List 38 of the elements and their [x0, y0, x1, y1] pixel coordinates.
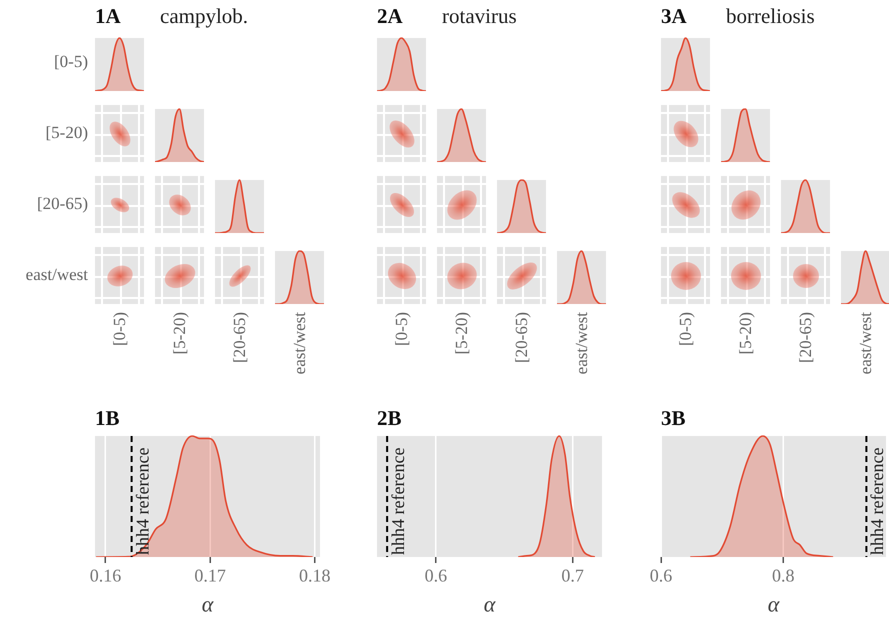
- text: campylob.: [160, 4, 248, 29]
- text: 1A: [95, 4, 121, 29]
- chart-title: 3B: [661, 406, 686, 431]
- text: 2A: [377, 4, 403, 29]
- x-axis-title: α: [202, 592, 214, 617]
- chart-title: 2B: [377, 406, 402, 431]
- x-tick-label: 0.6: [424, 566, 448, 586]
- category-label: east/west: [572, 312, 592, 374]
- category-label: east/west: [290, 312, 310, 374]
- chart-title: 1B: [95, 406, 120, 431]
- text: 3A: [661, 4, 687, 29]
- category-label: [5-20): [736, 312, 756, 354]
- category-label: [0-5): [392, 312, 412, 346]
- category-label: east/west: [856, 312, 876, 374]
- x-axis-title: α: [768, 592, 780, 617]
- x-tick-label: 0.17: [194, 566, 226, 586]
- x-tick-label: 0.16: [90, 566, 122, 586]
- category-label: [0-5): [110, 312, 130, 346]
- category-label: [0-5): [54, 52, 88, 70]
- text: borreliosis: [726, 4, 815, 29]
- category-label: [5-20): [170, 312, 190, 354]
- x-tick-label: 0.8: [772, 566, 795, 586]
- text: rotavirus: [442, 4, 517, 29]
- category-label: [0-5): [676, 312, 696, 346]
- ref-line-label: hhh4 reference: [132, 448, 152, 555]
- category-label: [20-65): [796, 312, 816, 363]
- ref-line-label: hhh4 reference: [388, 448, 408, 555]
- category-label: [5-20): [46, 122, 88, 142]
- category-label: [20-65): [512, 312, 532, 363]
- category-label: east/west: [26, 264, 88, 284]
- category-label: [5-20): [452, 312, 472, 354]
- x-tick-label: 0.6: [650, 566, 672, 586]
- x-tick-label: 0.18: [299, 566, 331, 586]
- x-tick-label: 0.7: [561, 566, 584, 586]
- category-label: [20-65): [37, 194, 88, 212]
- x-axis-title: α: [484, 592, 496, 617]
- category-label: [20-65): [230, 312, 250, 363]
- ref-line-label: hhh4 reference: [867, 448, 888, 555]
